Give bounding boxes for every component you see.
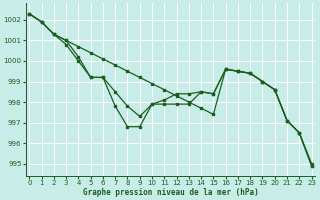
X-axis label: Graphe pression niveau de la mer (hPa): Graphe pression niveau de la mer (hPa) [83,188,258,197]
